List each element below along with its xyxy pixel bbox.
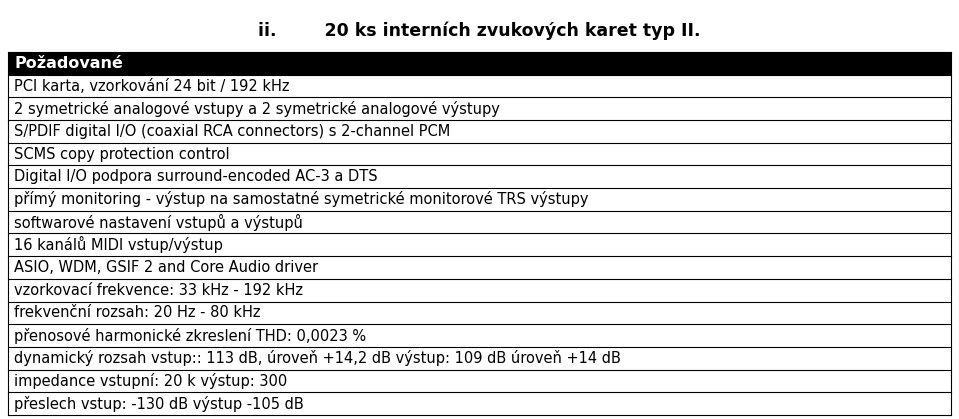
Bar [8,279,951,302]
Text: Digital I/O podpora surround-encoded AC-3 a DTS: Digital I/O podpora surround-encoded AC-… [14,169,378,184]
Text: přímý monitoring - výstup na samostatné symetrické monitorové TRS výstupy: přímý monitoring - výstup na samostatné … [14,191,589,207]
Text: přenosové harmonické zkreslení THD: 0,0023 %: přenosové harmonické zkreslení THD: 0,00… [14,328,366,344]
Text: přeslech vstup: -130 dB výstup -105 dB: přeslech vstup: -130 dB výstup -105 dB [14,396,304,411]
Bar [8,211,951,233]
Text: 16 kanálů MIDI vstup/výstup: 16 kanálů MIDI vstup/výstup [14,236,222,253]
Bar [8,166,951,188]
Bar [8,97,951,120]
Bar [8,143,951,166]
Text: ii.        20 ks interních zvukových karet typ II.: ii. 20 ks interních zvukových karet typ … [258,22,701,41]
Text: softwarové nastavení vstupů a výstupů: softwarové nastavení vstupů a výstupů [14,214,303,231]
Text: Požadované: Požadované [14,56,123,71]
Text: 2 symetrické analogové vstupy a 2 symetrické analogové výstupy: 2 symetrické analogové vstupy a 2 symetr… [14,101,500,117]
Bar [8,347,951,370]
Bar [8,256,951,279]
Bar [8,324,951,347]
Bar [8,233,951,256]
Text: SCMS copy protection control: SCMS copy protection control [14,147,229,162]
Text: S/PDIF digital I/O (coaxial RCA connectors) s 2-channel PCM: S/PDIF digital I/O (coaxial RCA connecto… [14,124,450,139]
Bar [8,302,951,324]
Text: vzorkovací frekvence: 33 kHz - 192 kHz: vzorkovací frekvence: 33 kHz - 192 kHz [14,283,303,298]
Bar [8,120,951,143]
Text: impedance vstupní: 20 k výstup: 300: impedance vstupní: 20 k výstup: 300 [14,373,288,389]
Bar [8,188,951,211]
Text: PCI karta, vzorkování 24 bit / 192 kHz: PCI karta, vzorkování 24 bit / 192 kHz [14,78,290,93]
Text: frekvenční rozsah: 20 Hz - 80 kHz: frekvenční rozsah: 20 Hz - 80 kHz [14,305,261,321]
Bar [8,392,951,415]
Bar [8,52,951,75]
Bar [8,370,951,392]
Text: dynamický rozsah vstup:: 113 dB, úroveň +14,2 dB výstup: 109 dB úroveň +14 dB: dynamický rozsah vstup:: 113 dB, úroveň … [14,350,620,366]
Text: ASIO, WDM, GSIF 2 and Core Audio driver: ASIO, WDM, GSIF 2 and Core Audio driver [14,260,318,275]
Bar [8,75,951,97]
